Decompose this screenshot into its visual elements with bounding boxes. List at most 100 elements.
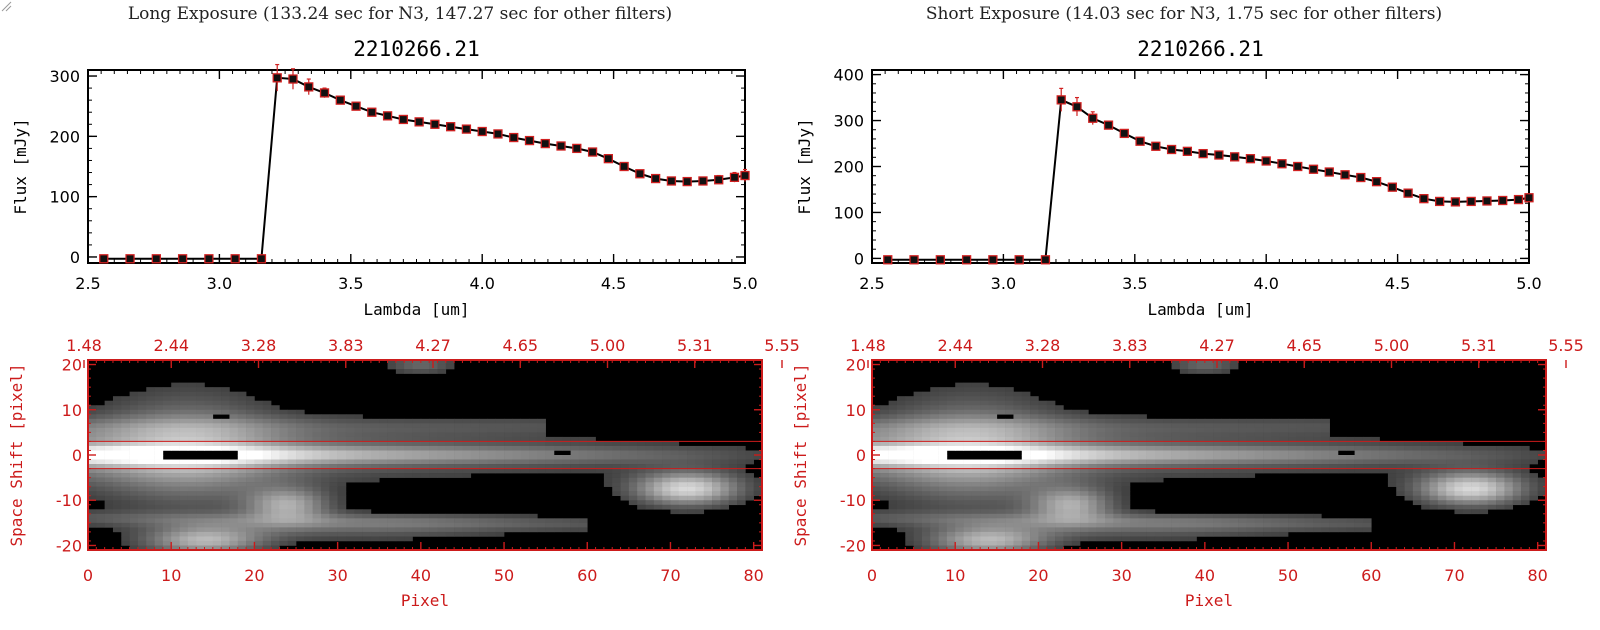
heatmap-cell [304,468,313,474]
heatmap-cell [1487,455,1497,460]
heatmap-cell [1013,391,1023,397]
heatmap-cell [429,418,438,424]
heatmap-cell [429,423,438,429]
heatmap-cell [504,436,513,442]
heatmap-cell [678,491,688,497]
heatmap-cell [1454,441,1464,447]
x-tick-label: 3.0 [991,274,1016,293]
heatmap-cell [1263,459,1272,465]
heatmap-cell [121,531,130,537]
heatmap-cell [437,436,447,442]
heatmap-cell [221,540,230,546]
heatmap-cell [570,468,580,474]
heatmap-cell [880,423,889,429]
heatmap-cell [104,491,114,497]
heatmap-cell [1088,531,1097,537]
heatmap-cell [329,432,338,438]
heatmap-cell [553,441,563,447]
heatmap-cell [703,455,713,460]
heatmap-cell [996,536,1006,542]
heatmap-cell [703,500,713,506]
heatmap-cell [720,495,730,501]
heatmap-cell [1296,464,1305,469]
heatmap-cell [146,441,155,447]
heatmap-cell [404,427,413,433]
heatmap-cell [1329,450,1339,456]
heatmap-cell [537,518,546,524]
heatmap-cell [963,486,973,492]
heatmap-cell [1030,427,1039,433]
heatmap-cell [930,518,939,524]
heatmap-cell [1129,450,1139,456]
heatmap-cell [737,468,746,474]
heatmap-cell [695,486,705,492]
heatmap-cell [246,491,255,497]
heatmap-cell [1038,536,1048,542]
heatmap-cell [462,513,472,519]
heatmap-cell [913,540,923,546]
heatmap-cell [1071,423,1081,429]
heatmap-cell [271,545,280,551]
heatmap-cell [487,464,497,469]
heatmap-cell [312,509,322,515]
heatmap-cell [1521,455,1530,460]
heatmap-cell [221,473,230,478]
heatmap-cell [1346,522,1355,528]
heatmap-cell [345,427,355,433]
heatmap-cell [980,504,989,510]
heatmap-cell [179,409,189,415]
heatmap-cell [262,486,272,492]
heatmap-cell [1337,527,1347,533]
heatmap-cell [1104,436,1114,442]
heatmap-cell [737,486,746,492]
heatmap-cell [312,495,322,501]
heatmap-cell [470,518,480,524]
heatmap-cell [996,459,1006,465]
heatmap-cell [1163,445,1172,451]
heatmap-cell [229,418,239,424]
heatmap-cell [988,387,998,392]
heatmap-cell [537,427,546,433]
heatmap-cell [1121,459,1131,465]
heatmap-cell [420,436,430,442]
heatmap-cell [412,522,422,528]
heatmap-cell [479,432,488,438]
heatmap-cell [387,441,397,447]
heatmap-image [872,360,1547,551]
resize-grip-icon[interactable] [0,0,12,12]
heatmap-cell [1154,513,1164,519]
heatmap-cell [462,468,472,474]
heatmap-cell [980,513,989,519]
heatmap-cell [1121,423,1131,429]
heatmap-cell [1271,427,1281,433]
heatmap-cell [1404,445,1414,451]
heatmap-cell [487,427,497,433]
heatmap-cell [312,482,322,487]
heatmap-cell [1362,455,1372,460]
heatmap-cell [171,527,180,533]
heatmap-cell [1046,441,1056,447]
heatmap-cell [880,464,889,469]
heatmap-cell [1055,536,1064,542]
heatmap-cell [1055,418,1064,424]
heatmap-cell [1313,518,1322,524]
heatmap-cell [1154,450,1164,456]
heatmap-cell [354,468,363,474]
heatmap-cell [204,522,214,528]
heatmap-cell [171,509,180,515]
heatmap-cell [1496,450,1505,456]
heatmap-cell [137,396,147,402]
heatmap-cell [1038,509,1048,515]
heatmap-cell [329,427,338,433]
heatmap-cell [429,455,438,460]
heatmap-cell [462,518,472,524]
heatmap-cell [1154,436,1164,442]
heatmap-cell [1446,486,1455,492]
heatmap-cell [1512,468,1522,474]
heatmap-cell [1030,504,1039,510]
heatmap-cell [279,540,288,546]
heatmap-cell [529,468,538,474]
heatmap-cell [1113,491,1122,497]
heatmap-cell [254,441,264,447]
